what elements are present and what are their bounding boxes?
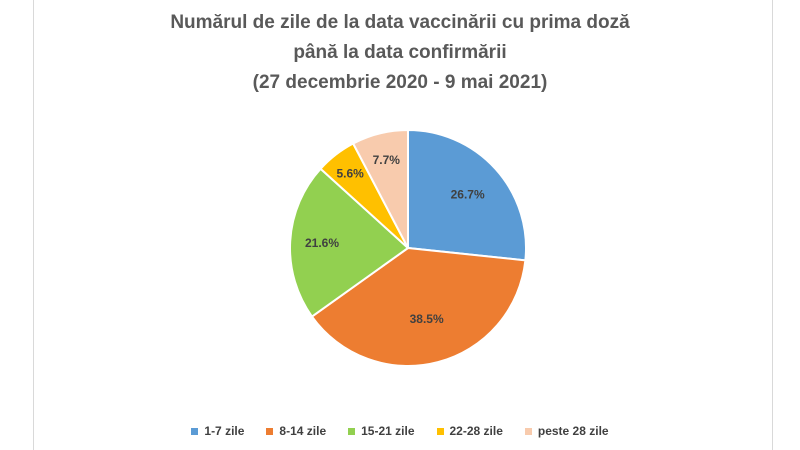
legend-swatch-1-7-zile (191, 427, 199, 435)
legend-label-22-28-zile: 22-28 zile (449, 424, 503, 438)
pie-slice-peste-28-zile (351, 128, 409, 249)
data-label-1-7-zile: 26.7% (451, 187, 485, 201)
legend-item-1-7-zile: 1-7 zile (191, 424, 244, 438)
chart-title-line-2: până la data confirmării (293, 42, 507, 63)
legend-label-15-21-zile: 15-21 zile (361, 424, 415, 438)
pie-slice-1-7-zile (407, 128, 527, 262)
chart-title-line-3: (27 decembrie 2020 - 9 mai 2021) (252, 72, 548, 93)
legend-label-8-14-zile: 8-14 zile (279, 424, 327, 438)
chart-frame (33, 0, 773, 450)
legend-item-15-21-zile: 15-21 zile (348, 424, 415, 438)
chart-legend: 1-7 zile 8-14 zile 15-21 zile 22-28 zile pes… (0, 424, 800, 438)
data-label-15-21-zile: 21.6% (305, 236, 339, 250)
data-label-peste-28-zile: 7.7% (373, 153, 401, 167)
pie-slice-8-14-zile (310, 246, 527, 367)
pie-slice-15-21-zile (289, 167, 410, 318)
chart-title: Numărul de zile de la data vaccinării cu… (90, 8, 710, 98)
legend-item-22-28-zile: 22-28 zile (436, 424, 503, 438)
legend-item-8-14-zile: 8-14 zile (266, 424, 326, 438)
legend-swatch-22-28-zile (436, 427, 444, 435)
legend-label-peste-28-zile: peste 28 zile (537, 424, 609, 438)
legend-swatch-15-21-zile (348, 427, 356, 435)
legend-swatch-peste-28-zile (524, 427, 532, 435)
data-label-8-14-zile: 38.5% (410, 312, 444, 326)
legend-label-1-7-zile: 1-7 zile (204, 424, 245, 438)
legend-item-peste-28-zile: peste 28 zile (524, 424, 609, 438)
data-label-22-28-zile: 5.6% (337, 166, 365, 180)
legend-swatch-8-14-zile (266, 427, 274, 435)
chart-title-line-1: Numărul de zile de la data vaccinării cu… (170, 12, 630, 33)
